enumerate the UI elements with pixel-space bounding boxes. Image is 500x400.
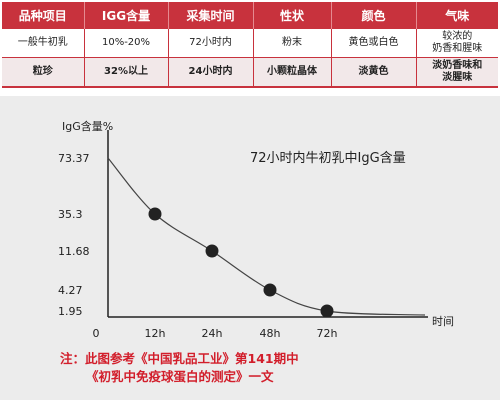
y-tick-label: 73.37: [58, 152, 90, 165]
y-tick-label: 35.3: [58, 208, 83, 221]
x-axis-title: 时间: [432, 315, 454, 328]
header-cell: 气味: [416, 2, 498, 29]
header-cell: IGG含量: [84, 2, 169, 29]
x-tick-label: 48h: [260, 327, 281, 340]
data-point: [320, 304, 334, 318]
table-cell: 黄色或白色: [331, 29, 417, 58]
table-cell: 32%以上: [84, 57, 169, 88]
table-cell: 24小时内: [168, 57, 254, 88]
data-point: [263, 283, 277, 297]
y-tick-label: 11.68: [58, 245, 90, 258]
source-note: 注：此图参考《中国乳品工业》第141期中 《初乳中免疫球蛋白的测定》一文: [60, 350, 480, 386]
comparison-table-wrapper: 品种项目 IGG含量 采集时间 性状 颜色 气味 一般牛初乳 10%-20% 7…: [2, 2, 498, 88]
x-tick-labels: 0 12h 24h 48h 72h: [93, 327, 338, 340]
y-tick-labels: 73.37 35.3 11.68 4.27 1.95: [58, 152, 90, 318]
x-tick-label: 72h: [317, 327, 338, 340]
igg-line-chart: IgG含量% 时间 72小时内牛初乳中IgG含量 73.37 35.3 11.68 4…: [58, 119, 454, 340]
table-cell: 淡黄色: [331, 57, 417, 88]
table-row: 一般牛初乳 10%-20% 72小时内 粉末 黄色或白色 较浓的 奶香和腥味: [2, 29, 498, 58]
table-cell: 淡奶香味和 淡腥味: [416, 57, 498, 88]
series-line: [107, 157, 426, 316]
table-cell: 10%-20%: [84, 29, 169, 58]
table-cell: 较浓的 奶香和腥味: [416, 29, 498, 58]
x-tick-label: 0: [93, 327, 100, 340]
table-cell: 72小时内: [168, 29, 254, 58]
data-point: [205, 244, 219, 258]
chart-title: 72小时内牛初乳中IgG含量: [250, 150, 406, 166]
note-line-1: 注：此图参考《中国乳品工业》第141期中: [60, 351, 299, 366]
table-cell: 小颗粒晶体: [253, 57, 332, 88]
header-cell: 品种项目: [2, 2, 85, 29]
note-line-2: 《初乳中免疫球蛋白的测定》一文: [86, 369, 274, 384]
data-points: [148, 207, 334, 318]
comparison-table: 品种项目 IGG含量 采集时间 性状 颜色 气味 一般牛初乳 10%-20% 7…: [2, 2, 498, 88]
table-header-row: 品种项目 IGG含量 采集时间 性状 颜色 气味: [2, 2, 498, 29]
table-cell: 一般牛初乳: [2, 29, 85, 58]
y-axis-title: IgG含量%: [62, 119, 113, 133]
y-tick-label: 1.95: [58, 305, 83, 318]
table-cell: 粒珍: [2, 57, 85, 88]
data-point: [148, 207, 162, 221]
table-cell: 粉末: [253, 29, 332, 58]
header-cell: 颜色: [331, 2, 417, 29]
x-tick-label: 24h: [202, 327, 223, 340]
y-tick-label: 4.27: [58, 284, 83, 297]
table-row: 粒珍 32%以上 24小时内 小颗粒晶体 淡黄色 淡奶香味和 淡腥味: [2, 57, 498, 88]
header-cell: 采集时间: [168, 2, 254, 29]
chart-panel: IgG含量% 时间 72小时内牛初乳中IgG含量 73.37 35.3 11.68 4…: [0, 96, 500, 400]
x-tick-label: 12h: [145, 327, 166, 340]
header-cell: 性状: [253, 2, 332, 29]
